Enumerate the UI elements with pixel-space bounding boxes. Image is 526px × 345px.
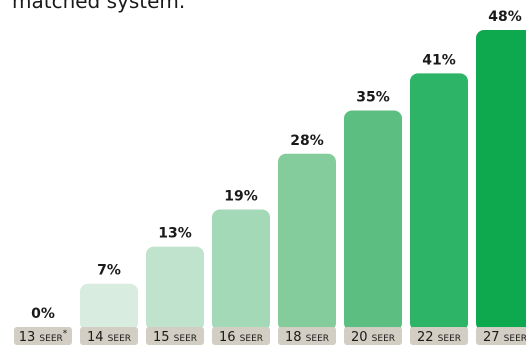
bar-18-seer: [278, 153, 336, 331]
tick-bg-14-seer: [80, 327, 138, 345]
tick-label-20-seer: 20 SEER: [351, 330, 395, 345]
tick-label-18-seer: 18 SEER: [285, 330, 329, 345]
tick-bg-16-seer: [212, 327, 270, 345]
bar-22-seer: [410, 73, 468, 331]
bar-20-seer: [344, 110, 402, 331]
value-label-27-seer: 48%: [488, 9, 522, 25]
chart-caption: matched system.: [12, 0, 186, 13]
value-label-18-seer: 28%: [290, 133, 324, 149]
value-label-20-seer: 35%: [356, 89, 390, 105]
tick-label-13-seer: 13 SEER*: [19, 329, 68, 345]
bar-27-seer: [476, 30, 526, 331]
value-labels-group: 0% 7% 13% 19% 28% 35% 41% 48%: [31, 9, 522, 322]
tick-label-27-seer: 27 SEER: [483, 330, 526, 345]
bar-14-seer: [80, 283, 138, 331]
tick-bg-18-seer: [278, 327, 336, 345]
value-label-15-seer: 13%: [158, 226, 192, 242]
tick-label-22-seer: 22 SEER: [417, 330, 461, 345]
tick-bg-13-seer: [14, 327, 72, 345]
tick-label-16-seer: 16 SEER: [219, 330, 263, 345]
bar-15-seer: [146, 246, 204, 331]
value-label-13-seer: 0%: [31, 306, 55, 322]
tick-bg-20-seer: [344, 327, 402, 345]
tick-label-14-seer: 14 SEER: [87, 330, 131, 345]
tick-label-15-seer: 15 SEER: [153, 330, 197, 345]
value-label-14-seer: 7%: [97, 263, 121, 279]
category-ticks-group: 13 SEER* 14 SEER 15 SEER 16 SEER 18 SEER 20 S…: [14, 327, 526, 345]
tick-bg-22-seer: [410, 327, 468, 345]
bar-16-seer: [212, 209, 270, 331]
value-label-22-seer: 41%: [422, 52, 456, 68]
tick-bg-27-seer: [476, 327, 526, 345]
value-label-16-seer: 19%: [224, 188, 258, 204]
bars-group: [80, 30, 526, 331]
tick-bg-15-seer: [146, 327, 204, 345]
